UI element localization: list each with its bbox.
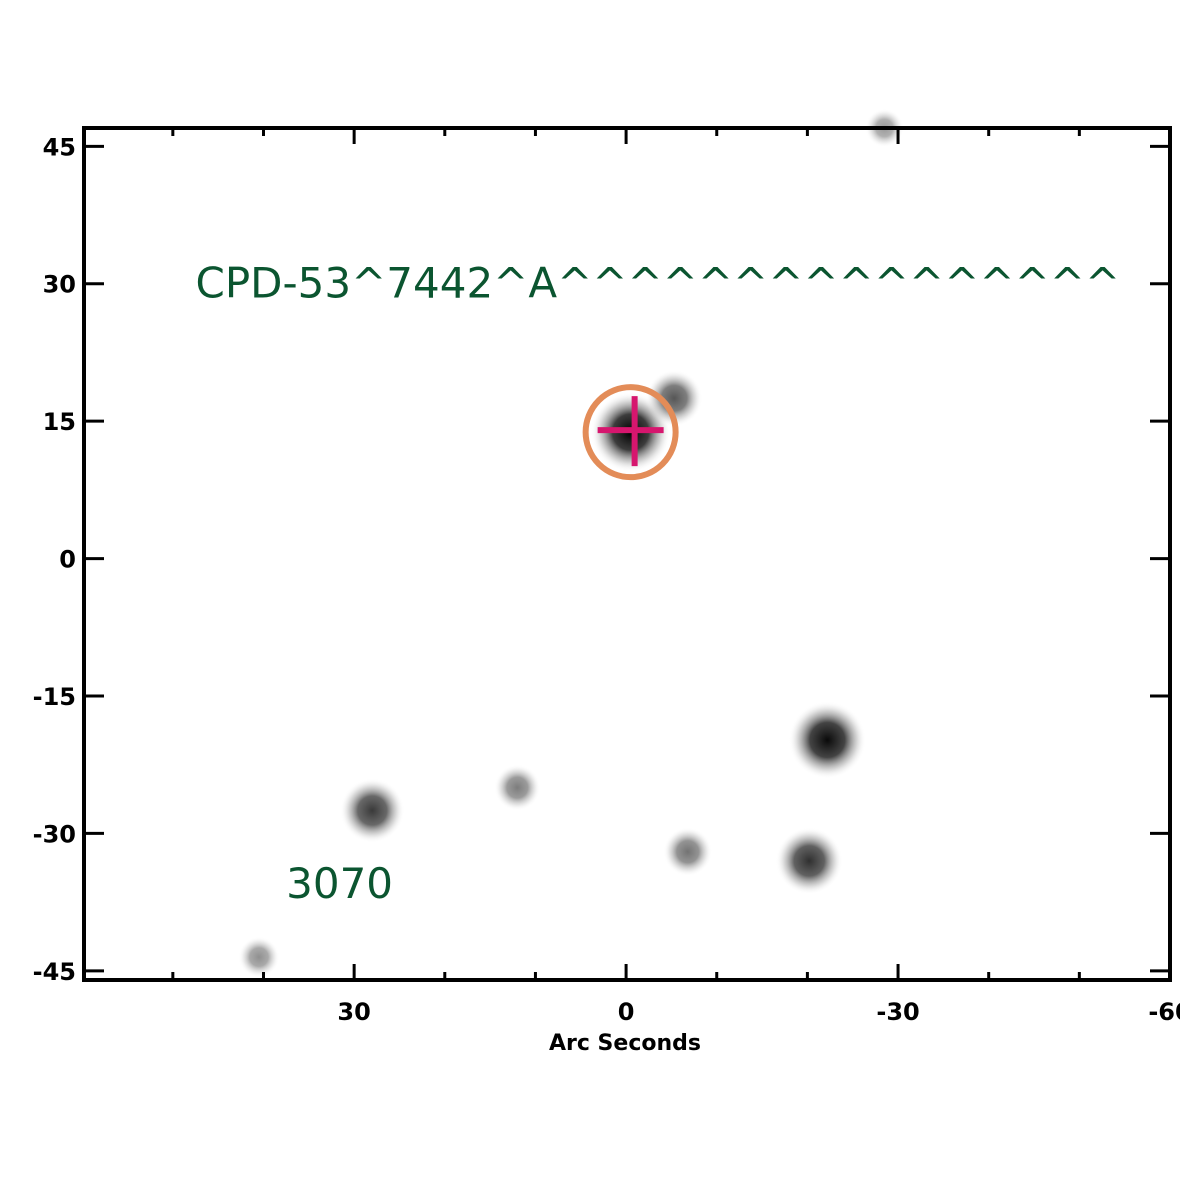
target-name-label: CPD-53^7442^A^^^^^^^^^^^^^^^^: [196, 259, 1121, 308]
source-6: [663, 827, 713, 877]
plot-background: [84, 128, 1170, 980]
target-circle: [582, 384, 679, 481]
y-tick-label: -45: [33, 958, 76, 986]
source-1: [645, 369, 703, 427]
x-tick-label: -60: [1148, 998, 1180, 1026]
y-tick-label: -15: [33, 683, 76, 711]
source-3: [775, 827, 843, 895]
tick-label-layer: 30 0 -30 -60 45 30 15 0 -15 -30 -45: [33, 133, 1180, 1026]
x-tick-label: 0: [618, 998, 635, 1026]
x-axis-title: Arc Seconds: [549, 1031, 701, 1056]
x-tick-label: 30: [337, 998, 370, 1026]
y-tick-label: 30: [43, 271, 76, 299]
annotation-layer: CPD-53^7442^A^^^^^^^^^^^^^^^^ 3070: [196, 259, 1121, 908]
source-4: [340, 778, 405, 843]
y-tick-label: 15: [43, 408, 76, 436]
y-tick-label: -30: [33, 820, 76, 848]
source-2: [788, 701, 867, 779]
y-tick-label: 0: [59, 546, 76, 574]
y-tick-label: 45: [43, 133, 76, 161]
source-7: [238, 936, 280, 978]
source-5: [494, 764, 541, 811]
field-id-label: 3070: [286, 859, 393, 908]
target-marker: [582, 384, 679, 481]
tick-layer: [84, 128, 1172, 980]
x-tick-label: -30: [876, 998, 919, 1026]
